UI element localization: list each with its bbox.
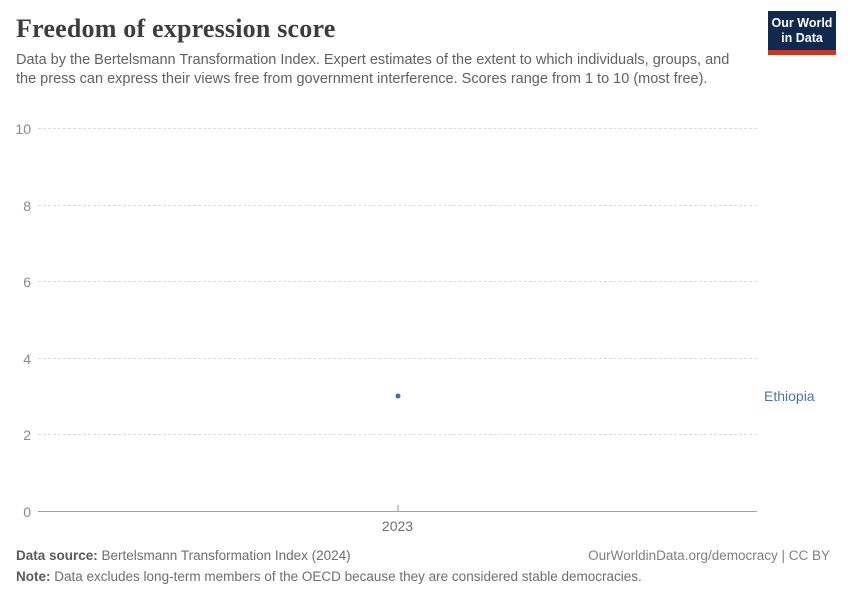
plot-area: 10 8 6 4 2 0 2023 Ethiopia <box>15 121 814 534</box>
data-source-label: Data source: <box>16 548 98 563</box>
credit-link[interactable]: OurWorldinData.org/democracy | CC BY <box>588 548 830 563</box>
x-axis-tick-label: 2023 <box>381 518 414 534</box>
y-axis-tick-label: 2 <box>23 427 31 444</box>
chart-footer: Data source: Bertelsmann Transformation … <box>16 548 830 584</box>
page-title: Freedom of expression score <box>16 14 336 43</box>
entity-label-ethiopia[interactable]: Ethiopia <box>764 388 815 405</box>
chart-header: Freedom of expression score Our World in… <box>16 11 836 89</box>
y-axis-tick-label: 6 <box>23 274 31 291</box>
y-axis-tick-label: 10 <box>15 121 31 137</box>
y-axis-tick-label: 8 <box>23 197 31 214</box>
owid-logo-line2: in Data <box>781 30 823 45</box>
note-text: Data excludes long-term members of the O… <box>50 569 642 584</box>
y-axis-tick-label: 0 <box>23 504 31 520</box>
data-source-line: Data source: Bertelsmann Transformation … <box>16 548 351 563</box>
gridline-y-8: 8 <box>23 198 757 214</box>
gridline-y-2: 2 <box>23 427 757 443</box>
note-line: Note: Data excludes long-term members of… <box>16 569 830 584</box>
data-source-text: Bertelsmann Transformation Index (2024) <box>97 548 351 563</box>
gridline-y-6: 6 <box>23 274 757 290</box>
owid-logo[interactable]: Our World in Data <box>768 11 836 55</box>
chart-subtitle: Data by the Bertelsmann Transformation I… <box>16 52 730 87</box>
owid-logo-line1: Our World <box>771 16 833 30</box>
data-point-ethiopia[interactable] <box>395 393 400 399</box>
gridline-y-4: 4 <box>23 351 757 367</box>
gridline-y-0: 0 <box>23 504 757 520</box>
x-axis-tick <box>397 505 398 511</box>
y-axis-tick-label: 4 <box>23 350 31 367</box>
gridline-y-10: 10 <box>15 121 757 137</box>
note-label: Note: <box>16 569 51 584</box>
